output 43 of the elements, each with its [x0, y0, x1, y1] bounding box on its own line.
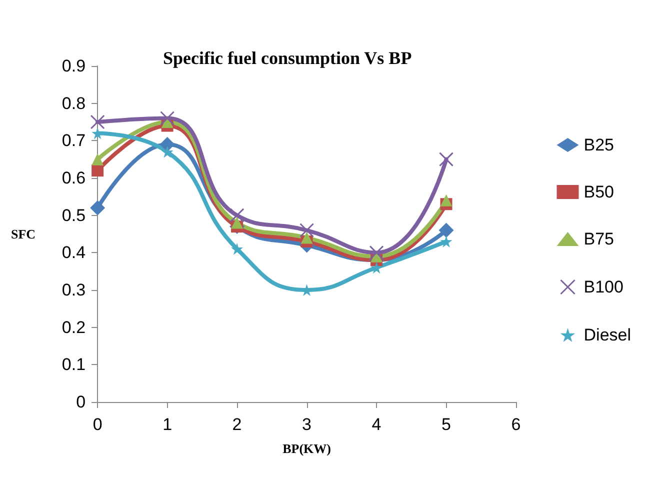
point [369, 245, 384, 260]
point [90, 114, 105, 130]
point [92, 164, 104, 177]
point [231, 216, 244, 229]
y-axis-title: SFC [10, 226, 36, 242]
point [300, 223, 314, 238]
point [300, 232, 313, 244]
legend-label: B50 [584, 182, 614, 202]
legend-label: Diesel [584, 326, 632, 344]
point [230, 208, 244, 223]
y-tick-label: 0.3 [62, 280, 86, 300]
y-tick-label: 0 [76, 392, 86, 412]
y-tick-label: 0.1 [62, 355, 86, 374]
point [160, 111, 175, 126]
x-tick-label: 1 [162, 415, 172, 434]
x-tick-label: 2 [232, 415, 242, 434]
x-tick-label: 6 [511, 415, 521, 434]
point [92, 153, 104, 166]
point [440, 235, 452, 248]
y-tick-label: 0.5 [62, 206, 86, 225]
point [231, 242, 244, 255]
legend-label: B100 [584, 278, 624, 296]
x-tick-label: 0 [92, 415, 102, 434]
y-tick-label: 0.4 [62, 243, 86, 262]
chart-title: Specific fuel consumption Vs BP [163, 48, 412, 68]
y-tick-label: 0.9 [62, 56, 86, 76]
legend-label: B75 [584, 230, 614, 248]
point [439, 152, 454, 167]
point [370, 262, 383, 274]
point [90, 200, 106, 216]
point [160, 136, 175, 152]
legend-label: B25 [584, 136, 614, 154]
point [440, 194, 452, 206]
y-tick-label: 0.2 [62, 318, 86, 337]
x-tick-label: 4 [372, 415, 382, 434]
point [438, 222, 454, 238]
x-tick-label: 5 [442, 415, 451, 434]
y-tick-label: 0.6 [62, 168, 86, 188]
x-tick-label: 3 [302, 415, 312, 434]
x-axis-title: BP(KW) [282, 441, 331, 456]
y-tick-label: 0.7 [62, 131, 86, 150]
point [161, 146, 174, 158]
y-tick-label: 0.8 [62, 94, 86, 113]
